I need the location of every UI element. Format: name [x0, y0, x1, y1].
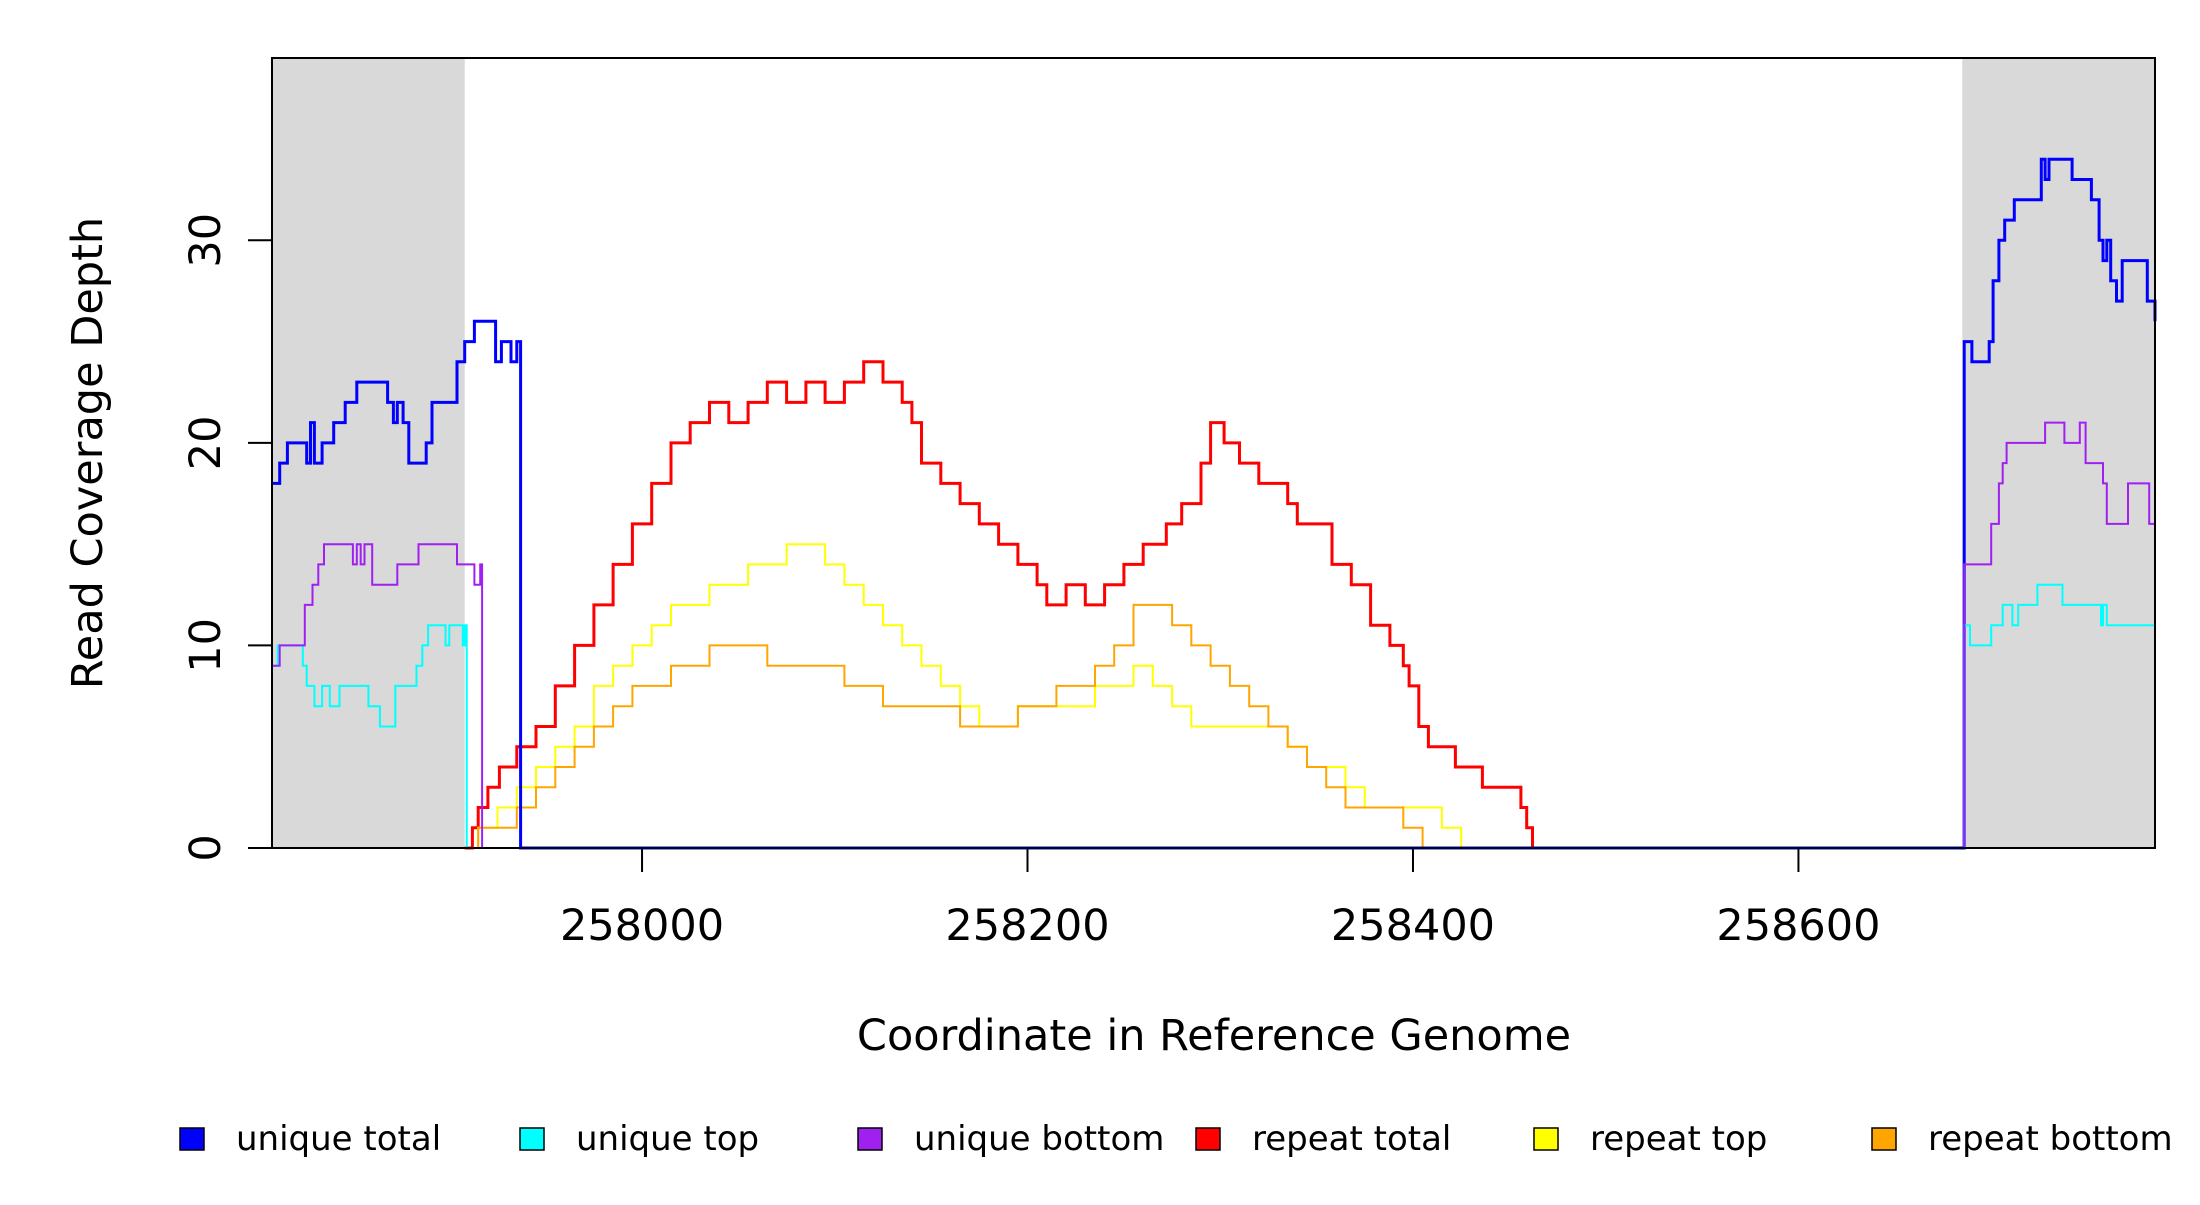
legend-swatch — [1533, 1127, 1559, 1151]
shaded-region-1 — [1962, 58, 2155, 848]
x-tick-label: 258000 — [560, 901, 724, 951]
y-tick-label: 0 — [181, 834, 231, 861]
legend-label: unique bottom — [914, 1119, 1164, 1159]
axes: 258000 258200 258400 258600 0 10 20 30 — [181, 213, 1881, 951]
x-axis-title: Coordinate in Reference Genome — [857, 1011, 1571, 1061]
legend-label: repeat total — [1252, 1119, 1451, 1159]
series-line-unique-total — [272, 157, 2157, 850]
y-tick-label: 30 — [181, 213, 231, 268]
plot-frame — [271, 57, 2156, 849]
legend-swatch — [857, 1127, 883, 1151]
series-line-repeat-bottom — [464, 603, 1424, 849]
legend-swatch — [1195, 1127, 1221, 1151]
y-tick-label: 20 — [181, 416, 231, 471]
shaded-regions — [272, 58, 2155, 848]
y-tick-label: 10 — [181, 618, 231, 673]
series-lines — [272, 157, 2157, 850]
legend: unique total unique top unique bottom repea… — [179, 1119, 2173, 1159]
legend-swatch — [1871, 1127, 1897, 1151]
shaded-region-0 — [272, 58, 465, 848]
legend-label: repeat bottom — [1928, 1119, 2173, 1159]
series-line-unique-bottom — [272, 421, 2156, 849]
legend-label: unique total — [236, 1119, 441, 1159]
x-tick-label: 258600 — [1716, 901, 1880, 951]
series-line-repeat-total — [464, 360, 1534, 850]
legend-swatch — [179, 1127, 205, 1151]
y-axis-title: Read Coverage Depth — [63, 217, 113, 689]
series-line-unique-top — [272, 583, 2155, 849]
legend-swatch — [519, 1127, 545, 1151]
legend-label: repeat top — [1590, 1119, 1767, 1159]
legend-label: unique top — [576, 1119, 759, 1159]
x-tick-label: 258400 — [1331, 901, 1495, 951]
x-tick-label: 258200 — [945, 901, 1109, 951]
